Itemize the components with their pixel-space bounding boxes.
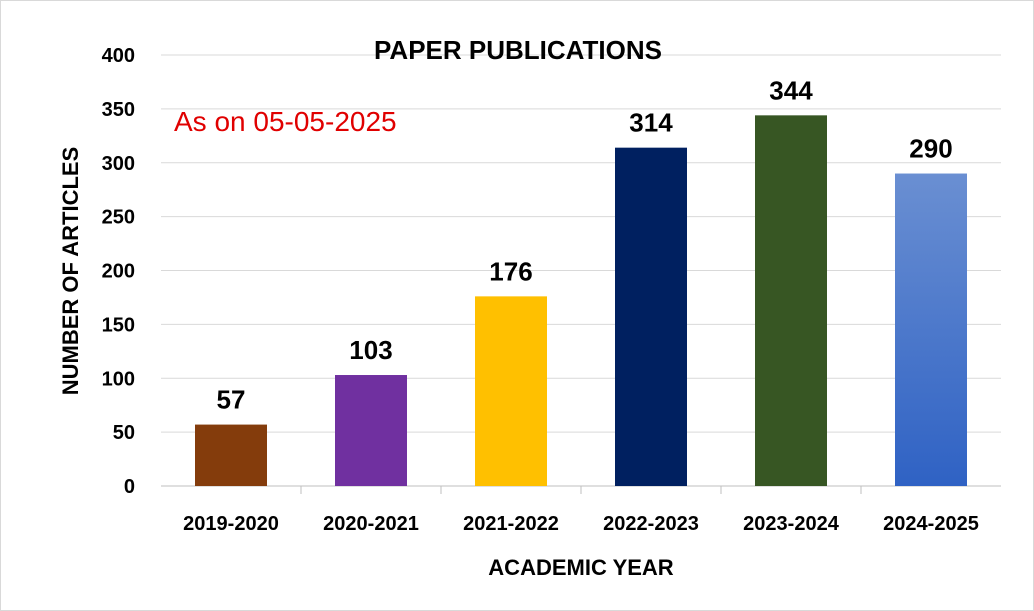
y-tick-label: 100	[102, 368, 135, 390]
x-tick-label-2021-2022: 2021-2022	[463, 513, 559, 535]
y-axis-title: NUMBER OF ARTICLES	[58, 147, 83, 396]
data-label-2019-2020: 57	[217, 385, 246, 415]
x-axis-categories: 2019-2020 2020-2021 2021-2022 2022-2023 2023…	[183, 513, 979, 535]
x-tick-label-2023-2024: 2023-2024	[743, 513, 840, 535]
bar-2020-2021	[335, 375, 407, 486]
y-axis-ticks: 0 50 100 150 200 250 300 350 400	[102, 45, 135, 498]
y-tick-label: 50	[113, 422, 135, 444]
y-tick-label: 150	[102, 314, 135, 336]
x-tick-label-2022-2023: 2022-2023	[603, 513, 699, 535]
chart-subtitle: As on 05-05-2025	[174, 106, 397, 137]
bar-2023-2024	[755, 115, 827, 486]
y-tick-label: 300	[102, 153, 135, 175]
bars	[195, 115, 967, 487]
bar-2024-2025	[895, 173, 967, 486]
chart-title: PAPER PUBLICATIONS	[374, 35, 662, 65]
x-tick-label-2024-2025: 2024-2025	[883, 513, 979, 535]
y-tick-label: 350	[102, 99, 135, 121]
data-label-2021-2022: 176	[489, 256, 532, 286]
bar-2019-2020	[195, 424, 267, 486]
data-label-2024-2025: 290	[909, 134, 952, 164]
y-tick-label: 200	[102, 261, 135, 283]
data-label-2020-2021: 103	[349, 335, 392, 365]
x-tick-label-2020-2021: 2020-2021	[323, 513, 419, 535]
y-tick-label: 0	[124, 476, 135, 498]
gridlines	[161, 54, 1001, 494]
x-axis-title: ACADEMIC YEAR	[488, 555, 674, 580]
data-label-2022-2023: 314	[629, 108, 673, 138]
data-label-2023-2024: 344	[769, 75, 813, 105]
x-tick-label-2019-2020: 2019-2020	[183, 513, 279, 535]
y-tick-label: 400	[102, 45, 135, 67]
bar-2021-2022	[475, 296, 547, 486]
data-labels: 57 103 176 314 344 290	[217, 75, 953, 414]
bar-2022-2023	[615, 147, 687, 487]
y-tick-label: 250	[102, 207, 135, 229]
